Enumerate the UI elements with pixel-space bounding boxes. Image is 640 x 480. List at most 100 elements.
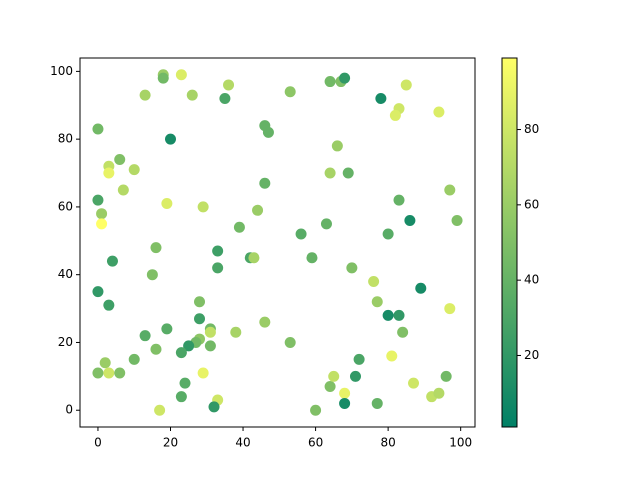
scatter-point [175, 391, 187, 403]
scatter-point [444, 303, 456, 315]
scatter-point [99, 357, 111, 369]
scatter-point [397, 326, 409, 338]
scatter-point [284, 336, 296, 348]
colorbar-tick-label: 20 [524, 348, 539, 362]
y-tick-label: 60 [58, 199, 73, 213]
scatter-point [194, 296, 206, 308]
scatter-point [204, 340, 216, 352]
scatter-point [415, 282, 427, 294]
scatter-point [444, 184, 456, 196]
scatter-point [339, 72, 351, 84]
scatter-point [164, 133, 176, 145]
scatter-point [295, 228, 307, 240]
scatter-point [128, 164, 140, 176]
scatter-point [408, 377, 420, 389]
scatter-point [310, 404, 322, 416]
scatter-point [371, 296, 383, 308]
colorbar [501, 57, 518, 428]
scatter-point [161, 323, 173, 335]
x-tick-label: 100 [449, 436, 472, 450]
scatter-point [212, 262, 224, 274]
scatter-point [368, 275, 380, 287]
scatter-point [128, 353, 140, 365]
y-tick-label: 100 [50, 64, 73, 78]
scatter-point [150, 343, 162, 355]
scatter-point [96, 208, 108, 220]
y-tick-label: 20 [58, 335, 73, 349]
scatter-point [342, 167, 354, 179]
scatter-point [328, 370, 340, 382]
scatter-point [320, 218, 332, 230]
scatter-point [393, 309, 405, 321]
x-tick-label: 20 [163, 436, 178, 450]
scatter-point [92, 286, 104, 298]
scatter-point [197, 367, 209, 379]
scatter-point [103, 367, 115, 379]
scatter-point [175, 69, 187, 81]
scatter-point [404, 214, 416, 226]
scatter-point [175, 347, 187, 359]
scatter-point [161, 198, 173, 210]
scatter-point [433, 106, 445, 118]
scatter-point [219, 92, 231, 104]
x-tick-label: 40 [235, 436, 250, 450]
scatter-point [208, 401, 220, 413]
scatter-point [433, 387, 445, 399]
scatter-point [382, 228, 394, 240]
scatter-point [114, 153, 126, 165]
scatter-point [154, 404, 166, 416]
scatter-point [223, 79, 235, 91]
scatter-point [324, 381, 336, 393]
scatter-point [106, 255, 118, 267]
scatter-point [393, 194, 405, 206]
scatter-point [440, 370, 452, 382]
scatter-point [179, 377, 191, 389]
scatter-point [233, 221, 245, 233]
scatter-point [183, 340, 195, 352]
scatter-point [103, 299, 115, 311]
scatter-point [382, 309, 394, 321]
scatter-point [204, 326, 216, 338]
scatter-point [262, 126, 274, 138]
scatter-point [92, 367, 104, 379]
scatter-point [346, 262, 358, 274]
scatter-point [92, 194, 104, 206]
scatter-point [339, 397, 351, 409]
scatter-point [324, 76, 336, 88]
colorbar-tick-label: 80 [524, 122, 539, 136]
scatter-point [157, 72, 169, 84]
scatter-point [139, 89, 151, 101]
colorbar-tick-label: 60 [524, 197, 539, 211]
x-tick-label: 60 [308, 436, 323, 450]
x-tick-label: 0 [94, 436, 102, 450]
scatter-point [197, 201, 209, 213]
scatter-point [186, 89, 198, 101]
y-tick-label: 40 [58, 267, 73, 281]
scatter-point [248, 252, 260, 264]
scatter-point [349, 370, 361, 382]
scatter-point [371, 397, 383, 409]
scatter-point [92, 123, 104, 135]
scatter-point [324, 167, 336, 179]
scatter-point [103, 167, 115, 179]
scatter-point [353, 353, 365, 365]
scatter-point [389, 109, 401, 121]
scatter-point [117, 184, 129, 196]
y-tick-label: 80 [58, 132, 73, 146]
scatter-point [146, 269, 158, 281]
scatter-point [230, 326, 242, 338]
scatter-point [96, 218, 108, 230]
scatter-point [400, 79, 412, 91]
colorbar-tick-label: 40 [524, 273, 539, 287]
scatter-point [259, 177, 271, 189]
scatter-point [386, 350, 398, 362]
scatter-point [194, 313, 206, 325]
scatter-point [139, 330, 151, 342]
scatter-point [284, 86, 296, 98]
scatter-point [375, 92, 387, 104]
scatter-point [259, 316, 271, 328]
scatter-point [451, 214, 463, 226]
scatter-point [114, 367, 126, 379]
